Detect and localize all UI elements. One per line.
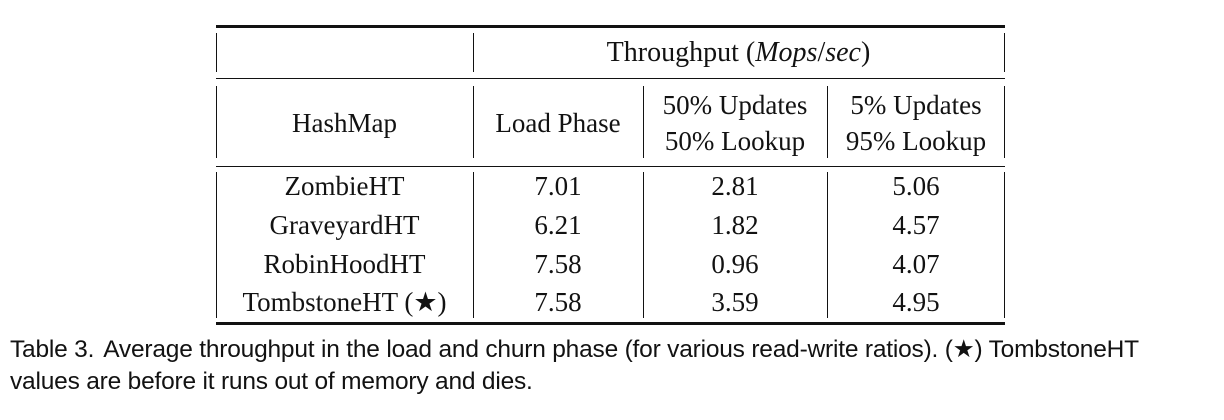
column-rule-50-50 bbox=[827, 172, 829, 318]
column-header-row: HashMap Load Phase 50% Updates 50% Looku… bbox=[216, 80, 1005, 166]
column-rule-left bbox=[216, 86, 218, 158]
col-header-label-line1: 50% Updates bbox=[662, 89, 808, 120]
column-rule-right bbox=[1003, 86, 1005, 158]
value-load-phase: 6.21 bbox=[534, 209, 582, 240]
value-50-50: 2.81 bbox=[711, 171, 759, 202]
value-5-95: 4.07 bbox=[892, 248, 940, 279]
column-rule-hashmap bbox=[473, 33, 475, 72]
row-label: TombstoneHT (★) bbox=[242, 287, 447, 318]
col-header-label-line2: 50% Lookup bbox=[664, 125, 806, 156]
span-header-text: Throughput ( bbox=[606, 36, 756, 68]
caption-line2: values are before it runs out of memory … bbox=[10, 368, 533, 395]
col-header-5-updates-95-lookup: 5% Updates 95% Lookup bbox=[827, 80, 1005, 166]
col-header-label: Load Phase bbox=[495, 107, 621, 138]
table-caption: Table 3. Average throughput in the load a… bbox=[10, 334, 1220, 398]
col-header-hashmap: HashMap bbox=[216, 80, 473, 166]
column-rule-left bbox=[216, 172, 218, 318]
table-row-tombstoneht: TombstoneHT (★) 7.58 3.59 4.95 bbox=[216, 283, 1005, 322]
value-5-95: 4.57 bbox=[892, 209, 940, 240]
value-load-phase: 7.58 bbox=[534, 248, 582, 279]
unit-mops: Mops bbox=[755, 36, 818, 68]
row-label: GraveyardHT bbox=[269, 209, 420, 240]
rule-bottom bbox=[216, 322, 1005, 325]
table-row-graveyardht: GraveyardHT 6.21 1.82 4.57 bbox=[216, 206, 1005, 245]
value-5-95: 5.06 bbox=[892, 171, 940, 202]
value-50-50: 3.59 bbox=[711, 287, 759, 318]
column-rule-right bbox=[1003, 33, 1005, 72]
rule-under-span-header bbox=[216, 78, 1005, 80]
caption-label: Table 3. bbox=[10, 336, 95, 363]
unit-slash: / bbox=[817, 36, 826, 68]
col-header-label: HashMap bbox=[292, 107, 397, 138]
row-label: ZombieHT bbox=[284, 171, 405, 202]
col-header-50-updates-50-lookup: 50% Updates 50% Lookup bbox=[643, 80, 827, 166]
rule-under-column-headers bbox=[216, 165, 1005, 168]
value-50-50: 1.82 bbox=[711, 209, 759, 240]
column-rule-left bbox=[216, 33, 218, 72]
col-header-label-line1: 5% Updates bbox=[850, 89, 982, 120]
column-rule-hashmap bbox=[473, 172, 475, 318]
row-label: RobinHoodHT bbox=[263, 248, 426, 279]
table-row-zombieht: ZombieHT 7.01 2.81 5.06 bbox=[216, 167, 1005, 206]
col-header-label-line2: 95% Lookup bbox=[845, 125, 987, 156]
column-rule-load-phase bbox=[643, 86, 645, 158]
rule-top bbox=[216, 25, 1005, 28]
value-5-95: 4.95 bbox=[892, 287, 940, 318]
column-rule-right bbox=[1003, 172, 1005, 318]
span-header-close-paren: ) bbox=[860, 36, 871, 68]
caption-line1: Average throughput in the load and churn… bbox=[103, 336, 1139, 363]
table-row-robinhoodht: RobinHoodHT 7.58 0.96 4.07 bbox=[216, 245, 1005, 284]
table-body: ZombieHT 7.01 2.81 5.06 GraveyardHT 6.21… bbox=[216, 167, 1005, 322]
column-rule-load-phase bbox=[643, 172, 645, 318]
value-load-phase: 7.58 bbox=[534, 287, 582, 318]
column-rule-hashmap bbox=[473, 86, 475, 158]
col-header-load-phase: Load Phase bbox=[473, 80, 643, 166]
throughput-table: Throughput (Mops / sec) HashMap Load Phase… bbox=[216, 25, 1005, 325]
span-header-throughput: Throughput (Mops / sec) bbox=[473, 28, 1004, 78]
unit-sec: sec bbox=[825, 36, 861, 68]
value-50-50: 0.96 bbox=[711, 248, 759, 279]
value-load-phase: 7.01 bbox=[534, 171, 582, 202]
column-rule-50-50 bbox=[827, 86, 829, 158]
